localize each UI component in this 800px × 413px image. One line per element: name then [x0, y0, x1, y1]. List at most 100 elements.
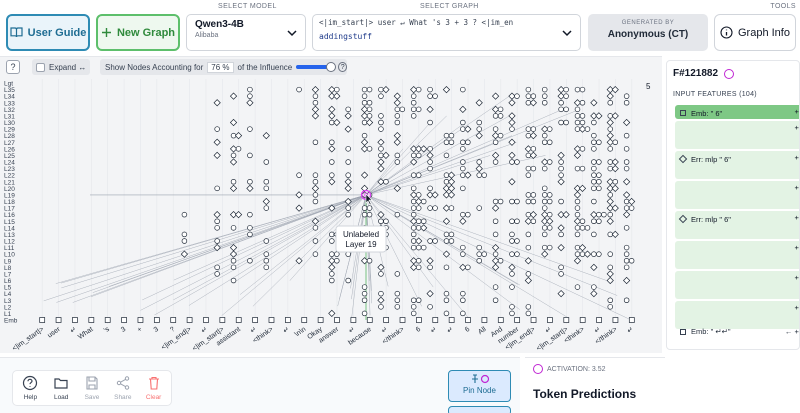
diamond-node: [447, 171, 456, 179]
feature-node: [574, 205, 581, 211]
input-feature-value: +0: [794, 303, 799, 312]
model-select[interactable]: Qwen3-4B Alibaba: [186, 14, 306, 51]
diamond-node: [529, 99, 537, 107]
feature-node: [541, 192, 548, 198]
input-feature-item[interactable]: +0L: [675, 301, 799, 329]
help-button[interactable]: Help: [16, 374, 45, 402]
feature-node: [334, 258, 340, 264]
feature-node: [329, 159, 335, 165]
share-button[interactable]: Share: [108, 374, 137, 402]
feature-node: [476, 119, 482, 126]
feature-node: [607, 100, 613, 106]
embedding-node: [317, 317, 324, 323]
edge: [365, 194, 618, 296]
diamond-node: [475, 99, 483, 107]
feature-node: [443, 264, 450, 271]
diamond-node: [606, 92, 614, 100]
diamond-node: [573, 217, 582, 225]
feature-node: [427, 119, 433, 126]
feature-node: [394, 159, 401, 165]
feature-node: [623, 205, 630, 211]
input-feature-item[interactable]: +0L: [675, 271, 799, 299]
diamond-node: [393, 132, 401, 140]
save-button[interactable]: Save: [78, 374, 107, 402]
input-feature-item[interactable]: Err: mlp " 6" +0L: [675, 151, 799, 179]
embedding-node: [104, 317, 111, 323]
input-feature-label: Err: mlp " 6": [691, 155, 731, 164]
load-button[interactable]: Load: [47, 374, 76, 402]
feature-node: [596, 218, 602, 225]
feature-node: [410, 304, 417, 310]
input-feature-last[interactable]: Emb: " ↵↵" ← +0: [675, 325, 799, 339]
diamond-node: [426, 191, 434, 199]
diamond-node: [508, 138, 516, 146]
graph-select[interactable]: <|im_start|> user ↵ What 's 3 + 3 ? <|im…: [312, 14, 581, 51]
edge: [365, 122, 431, 196]
feature-node: [415, 106, 422, 113]
feature-node: [541, 100, 548, 106]
input-feature-item[interactable]: Err: mlp " 6" +0L: [675, 211, 799, 239]
feature-node: [525, 271, 532, 277]
feature-node: [612, 178, 618, 185]
token-label: ↵: [200, 326, 209, 335]
graph-nodes: [39, 85, 636, 323]
influence-percent-input[interactable]: 76 %: [207, 61, 234, 73]
bottom-panel: Help Load Save Share Clear Pin Node: [0, 357, 520, 413]
diamond-node: [262, 197, 270, 206]
diamond-node: [442, 204, 451, 212]
feature-node: [574, 165, 581, 172]
edge: [365, 194, 520, 310]
feature-node-icon: [724, 68, 735, 79]
graph-help-button[interactable]: ?: [6, 60, 20, 74]
diamond-node: [360, 138, 369, 146]
expand-checkbox[interactable]: [36, 62, 45, 72]
token-label: ↵: [593, 326, 602, 335]
input-feature-item[interactable]: +0L: [675, 241, 800, 269]
layer-label: L31: [4, 113, 15, 120]
influence-slider[interactable]: [296, 62, 337, 72]
diamond-node: [328, 257, 336, 265]
secondary-button[interactable]: [448, 406, 511, 413]
influence-slider-fill: [296, 65, 332, 69]
feature-node: [460, 251, 466, 257]
diamond-node: [611, 112, 619, 120]
embedding-node: [350, 317, 357, 323]
graph-edges: [43, 95, 630, 320]
layer-label: L32: [4, 107, 15, 114]
feature-node: [415, 297, 422, 304]
feature-node: [509, 159, 515, 165]
embedding-node: [432, 317, 439, 323]
feature-node: [558, 198, 564, 205]
feature-node: [514, 93, 520, 99]
diamond-node: [410, 191, 418, 199]
influence-slider-knob[interactable]: [326, 62, 337, 72]
trash-icon: [148, 376, 159, 390]
feature-node: [514, 218, 520, 225]
feature-node: [378, 93, 384, 99]
feature-node: [361, 205, 368, 211]
diamond-node: [557, 151, 565, 160]
diamond-node: [541, 158, 549, 166]
feature-node: [541, 86, 548, 93]
clear-button[interactable]: Clear: [139, 374, 168, 402]
expand-toggle[interactable]: Expand ↔: [32, 59, 90, 75]
input-feature-item[interactable]: +0L: [675, 181, 799, 209]
embedding-node: [547, 317, 553, 323]
input-feature-layer: L: [799, 254, 800, 263]
attribution-graph[interactable]: LgtL35L34L33L32L31L30L29L28L27L26L25L24L…: [0, 77, 662, 354]
input-feature-item[interactable]: Emb: " 6" +1: [675, 105, 799, 119]
feature-node: [591, 185, 597, 192]
input-feature-item[interactable]: +0L: [675, 121, 799, 149]
new-graph-button[interactable]: New Graph: [96, 14, 180, 51]
feature-node: [361, 132, 368, 139]
diamond-node: [410, 217, 418, 225]
feature-node: [247, 225, 253, 231]
diamond-node: [541, 250, 549, 258]
layer-label: L2: [4, 304, 12, 311]
graph-info-button[interactable]: Graph Info: [714, 14, 796, 51]
user-guide-button[interactable]: User Guide: [6, 14, 90, 51]
pin-node-button[interactable]: Pin Node: [448, 370, 511, 402]
feature-node: [514, 198, 520, 205]
influence-help-icon[interactable]: ?: [338, 62, 347, 72]
